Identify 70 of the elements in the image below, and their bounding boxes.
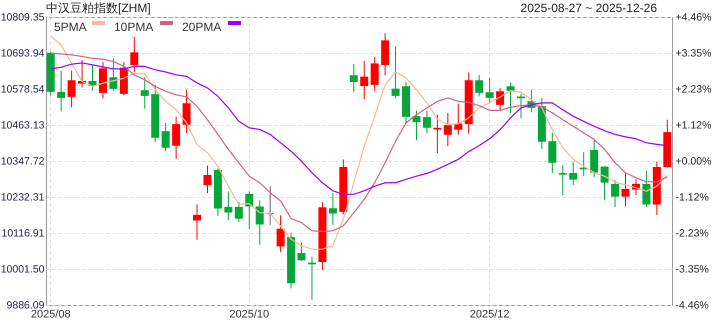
candlestick [486, 78, 494, 104]
candlestick [162, 122, 170, 152]
legend-label: 5PMA [54, 20, 87, 34]
candlestick [130, 36, 138, 73]
candlestick [444, 112, 452, 147]
y-tick-label: 10693.94 [0, 48, 45, 60]
candlestick [558, 164, 567, 196]
y-tick-label: 10001.50 [0, 264, 45, 276]
candlestick [140, 76, 149, 110]
candlestick [433, 114, 442, 154]
candlestick [68, 70, 76, 108]
legend-label: 10PMA [114, 20, 154, 34]
y2-tick-label: -3.35% [676, 264, 709, 276]
y2-tick-label: -4.46% [676, 300, 709, 312]
candlestick [621, 172, 630, 207]
y-tick-label: 10347.72 [0, 156, 45, 168]
y2-tick-label: +0.00% [676, 156, 712, 168]
y-tick-label: 10578.54 [0, 84, 45, 96]
chart-title: 中汉豆粕指数[ZHM] [46, 1, 151, 15]
candlestick [496, 88, 504, 110]
candlestick [454, 103, 462, 136]
y-tick-label: 10116.91 [1, 228, 45, 240]
y-tick-label: 9886.09 [6, 300, 45, 312]
chart-subtitle: 2025-08-27 ~ 2025-12-26 [520, 1, 658, 15]
candlestick [600, 166, 609, 201]
candlestick [580, 152, 588, 177]
candlestick [569, 161, 578, 186]
candlestick [350, 63, 358, 93]
candlestick [328, 192, 337, 226]
candlestick [611, 180, 620, 208]
candlestick [182, 89, 191, 134]
line-series [50, 35, 668, 250]
y2-tick-label: +3.35% [676, 47, 712, 60]
candlestick [392, 46, 400, 99]
candlestick [57, 70, 66, 112]
candlestick [506, 82, 515, 114]
candlestick [203, 165, 212, 194]
candlestick [298, 242, 306, 262]
candlestick [590, 138, 598, 178]
legend-label: 20PMA [182, 20, 222, 34]
candlestick [172, 116, 180, 160]
candlestick [224, 190, 232, 221]
candlestick [256, 200, 264, 246]
candlestick [98, 62, 107, 99]
candlestick [412, 110, 420, 141]
candlestick [276, 214, 285, 252]
y2-tick-label: -2.23% [676, 228, 709, 240]
y2-tick-label: +2.23% [676, 84, 712, 96]
candlestick [360, 60, 368, 100]
y2-tick-label: +1.12% [676, 119, 712, 132]
candlestick [381, 32, 390, 76]
candlestick [193, 204, 202, 240]
candlestick [370, 56, 379, 92]
y-tick-label: 10232.31 [0, 192, 45, 204]
candlestick [475, 74, 484, 97]
candlestick [234, 202, 243, 222]
y2-tick-label: -1.12% [676, 192, 709, 204]
x-tick-label: 2025/08 [30, 308, 71, 320]
y2-tick-label: +4.46% [676, 12, 712, 24]
x-tick-label: 2025/12 [470, 308, 510, 320]
y-tick-label: 10809.35 [0, 12, 45, 24]
candlestick [516, 93, 525, 119]
y-tick-label: 10463.13 [0, 120, 45, 132]
candlestick [245, 190, 254, 230]
candlestick [266, 186, 274, 226]
candlestick [642, 170, 650, 208]
candlestick [422, 110, 431, 134]
candlestick [548, 132, 556, 174]
candlestick [308, 256, 316, 300]
x-tick-label: 2025/10 [229, 308, 270, 320]
